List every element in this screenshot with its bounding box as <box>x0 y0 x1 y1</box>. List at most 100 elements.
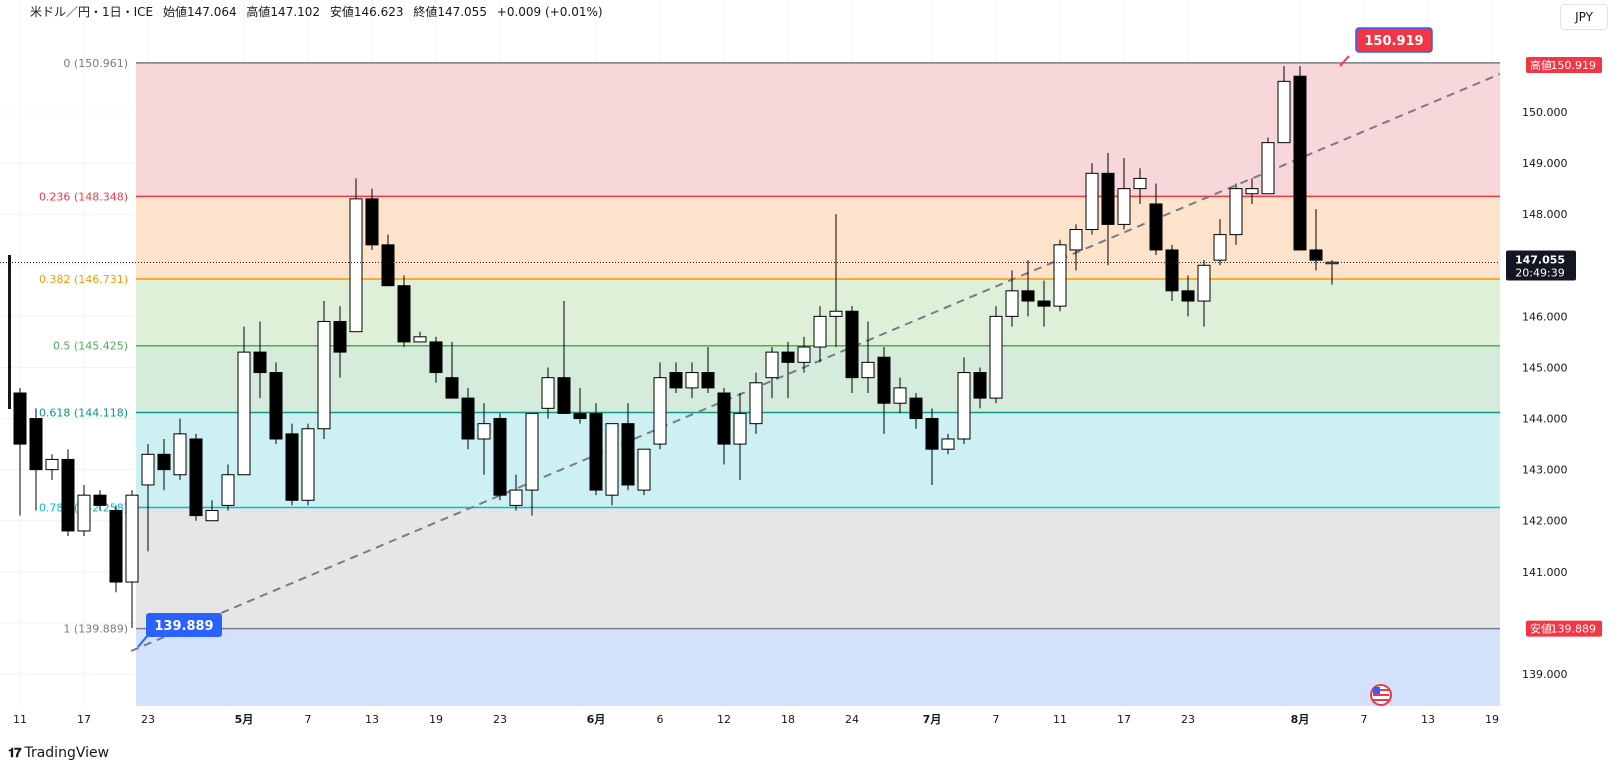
candle-body <box>733 412 747 445</box>
candle-body <box>397 285 411 343</box>
swing-low-value: 139.889 <box>154 619 213 634</box>
fib-zone <box>136 196 1530 280</box>
candle-body <box>381 244 395 287</box>
fib-zone <box>136 62 1530 197</box>
current-price-value: 147.055 <box>1515 253 1565 266</box>
candle-body <box>1117 188 1131 225</box>
candle-body <box>909 397 923 420</box>
candle-body <box>925 418 939 450</box>
candle-body <box>509 489 523 506</box>
high-value: 高値147.102 <box>246 5 321 19</box>
candle-body <box>461 397 475 440</box>
fib-zone <box>136 412 1530 508</box>
price-axis-label: 149.000 <box>1522 157 1568 170</box>
time-axis-bg <box>0 706 1624 730</box>
time-axis-label: 7 <box>1361 713 1368 726</box>
candle-body <box>669 372 683 389</box>
candle-body <box>29 418 43 471</box>
low-price-value: 139.889 <box>1551 623 1597 636</box>
symbol-name[interactable]: 米ドル／円・1日・ICE <box>30 5 154 19</box>
candle-body <box>957 372 971 440</box>
candle-body <box>541 377 555 409</box>
candle-body <box>253 351 267 374</box>
candle-body <box>1085 172 1099 231</box>
candle-body <box>717 392 731 445</box>
candle-body <box>765 351 779 379</box>
candle-body <box>1245 188 1259 195</box>
candle-body <box>941 438 955 450</box>
left-edge-marker <box>8 255 11 409</box>
time-axis-label: 23 <box>141 713 155 726</box>
candle-body <box>637 448 651 491</box>
swing-high-tag[interactable] <box>1355 27 1433 53</box>
low-price-label: 安値 <box>1530 622 1552 636</box>
tradingview-logo-text: TradingView <box>24 745 110 761</box>
time-axis-label: 12 <box>717 713 731 726</box>
candle-body <box>1053 244 1067 307</box>
candle-body <box>973 372 987 399</box>
swing-low-tag[interactable] <box>146 613 222 637</box>
close-value: 終値147.055 <box>413 5 487 19</box>
fib-level-label: 0.236 (148.348) <box>39 190 128 203</box>
time-axis-label: 8月 <box>1291 713 1310 726</box>
candle-body <box>493 418 507 496</box>
candle-body <box>685 372 699 389</box>
price-axis-label: 146.000 <box>1522 310 1568 323</box>
swing-high-pointer <box>1339 55 1350 67</box>
fib-zone <box>136 507 1530 629</box>
candle-body <box>429 341 443 374</box>
candle-body <box>413 336 427 343</box>
countdown-timer: 20:49:39 <box>1515 266 1564 279</box>
high-price-value: 150.919 <box>1551 59 1597 72</box>
candle-body <box>525 412 539 491</box>
price-axis-label: 141.000 <box>1522 566 1568 579</box>
symbol-header: 米ドル／円・1日・ICE 始値147.064 高値147.102 安値146.6… <box>30 3 609 20</box>
candle-body <box>237 351 251 476</box>
time-axis-label: 17 <box>77 713 91 726</box>
candle-body <box>781 351 795 363</box>
candle-body <box>269 372 283 440</box>
tradingview-logo[interactable]: 𝟏𝟕 TradingView <box>8 745 109 761</box>
candle-body <box>349 198 363 333</box>
low-value: 安値146.623 <box>329 5 404 19</box>
candle-body <box>797 346 811 363</box>
time-axis: 11 17 23 5月 7 13 19 23 6月 6 12 18 24 7月 7 11 17 23 8月 7 13 19 <box>0 706 1624 730</box>
candle-body <box>173 433 187 476</box>
fib-level-label: 0.618 (144.118) <box>39 407 128 420</box>
current-price-tag <box>1506 250 1576 281</box>
fib-zone <box>136 345 1530 413</box>
candle-body <box>157 453 171 471</box>
price-axis-label: 139.000 <box>1522 668 1568 681</box>
candle-body <box>365 198 379 246</box>
high-price-label: 高値 <box>1530 58 1552 72</box>
candle-body <box>1149 203 1163 251</box>
candle-body <box>1309 249 1323 261</box>
price-axis-bg <box>1500 0 1624 769</box>
time-axis-label: 17 <box>1117 713 1131 726</box>
candle-body <box>989 315 1003 399</box>
time-axis-label: 23 <box>493 713 507 726</box>
currency-button[interactable]: JPY <box>1560 4 1608 30</box>
us-flag-event-icon[interactable] <box>1370 684 1392 706</box>
candle-body <box>285 433 299 501</box>
time-axis-label: 6 <box>657 713 664 726</box>
price-axis-label: 144.000 <box>1522 413 1568 426</box>
candle-body <box>1277 80 1291 144</box>
candle-body <box>557 377 571 414</box>
candle-body <box>1293 75 1307 251</box>
candle-body <box>1069 229 1083 251</box>
candle-body <box>125 494 139 583</box>
candle-body <box>1213 234 1227 261</box>
candle-body <box>445 377 459 399</box>
candle-body <box>845 310 859 379</box>
candle-body <box>45 458 59 471</box>
candle-body <box>829 310 843 317</box>
fib-level-label: 0 (150.961) <box>63 57 128 70</box>
candle-body <box>1197 264 1211 302</box>
open-value: 始値147.064 <box>162 5 237 19</box>
price-axis-label: 145.000 <box>1522 361 1568 374</box>
time-axis-label: 7 <box>993 713 1000 726</box>
candle-body <box>1181 290 1195 302</box>
fib-level-label: 0.382 (146.731) <box>39 273 128 286</box>
